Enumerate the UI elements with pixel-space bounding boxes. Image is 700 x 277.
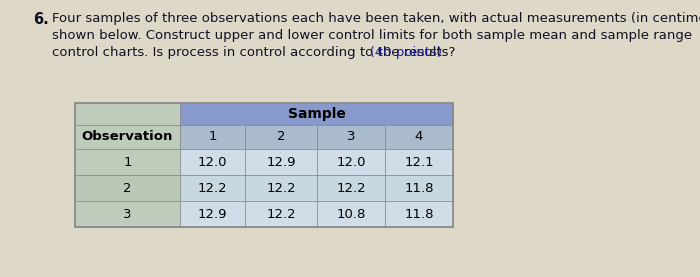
Text: shown below. Construct upper and lower control limits for both sample mean and s: shown below. Construct upper and lower c… xyxy=(52,29,692,42)
Bar xyxy=(180,149,245,175)
Text: Sample: Sample xyxy=(288,107,345,121)
Text: Observation: Observation xyxy=(82,130,173,143)
Text: 11.8: 11.8 xyxy=(405,181,434,194)
Bar xyxy=(180,103,453,125)
Text: 12.0: 12.0 xyxy=(197,155,228,168)
Text: Four samples of three observations each have been taken, with actual measurement: Four samples of three observations each … xyxy=(52,12,700,25)
Bar xyxy=(245,175,317,201)
Bar xyxy=(317,149,385,175)
Text: 11.8: 11.8 xyxy=(405,207,434,220)
Bar xyxy=(180,125,245,149)
Text: control charts. Is process in control according to the results?: control charts. Is process in control ac… xyxy=(52,46,456,59)
Text: 4: 4 xyxy=(415,130,424,143)
Bar xyxy=(317,125,385,149)
Text: 6.: 6. xyxy=(33,12,49,27)
Text: 2: 2 xyxy=(276,130,286,143)
Bar xyxy=(180,175,245,201)
Text: 12.9: 12.9 xyxy=(197,207,228,220)
Text: 12.2: 12.2 xyxy=(266,181,296,194)
Text: 12.2: 12.2 xyxy=(197,181,228,194)
Text: 10.8: 10.8 xyxy=(336,207,365,220)
Bar xyxy=(385,175,453,201)
Text: 1: 1 xyxy=(123,155,132,168)
Bar xyxy=(75,103,180,125)
Text: 3: 3 xyxy=(123,207,132,220)
Bar xyxy=(385,125,453,149)
Bar xyxy=(245,201,317,227)
Bar xyxy=(245,149,317,175)
Bar xyxy=(245,125,317,149)
Text: 12.2: 12.2 xyxy=(266,207,296,220)
Bar xyxy=(75,175,180,201)
Text: 12.9: 12.9 xyxy=(266,155,295,168)
Text: (40 points): (40 points) xyxy=(357,46,442,59)
Bar xyxy=(180,201,245,227)
Text: 12.2: 12.2 xyxy=(336,181,366,194)
Bar xyxy=(385,201,453,227)
Bar xyxy=(317,175,385,201)
Text: 12.0: 12.0 xyxy=(336,155,365,168)
Bar xyxy=(75,201,180,227)
Text: 3: 3 xyxy=(346,130,355,143)
Bar xyxy=(75,103,453,227)
Bar xyxy=(75,125,180,149)
Bar xyxy=(385,149,453,175)
Text: 2: 2 xyxy=(123,181,132,194)
Bar xyxy=(317,201,385,227)
Bar xyxy=(75,149,180,175)
Text: 1: 1 xyxy=(209,130,217,143)
Text: 12.1: 12.1 xyxy=(404,155,434,168)
